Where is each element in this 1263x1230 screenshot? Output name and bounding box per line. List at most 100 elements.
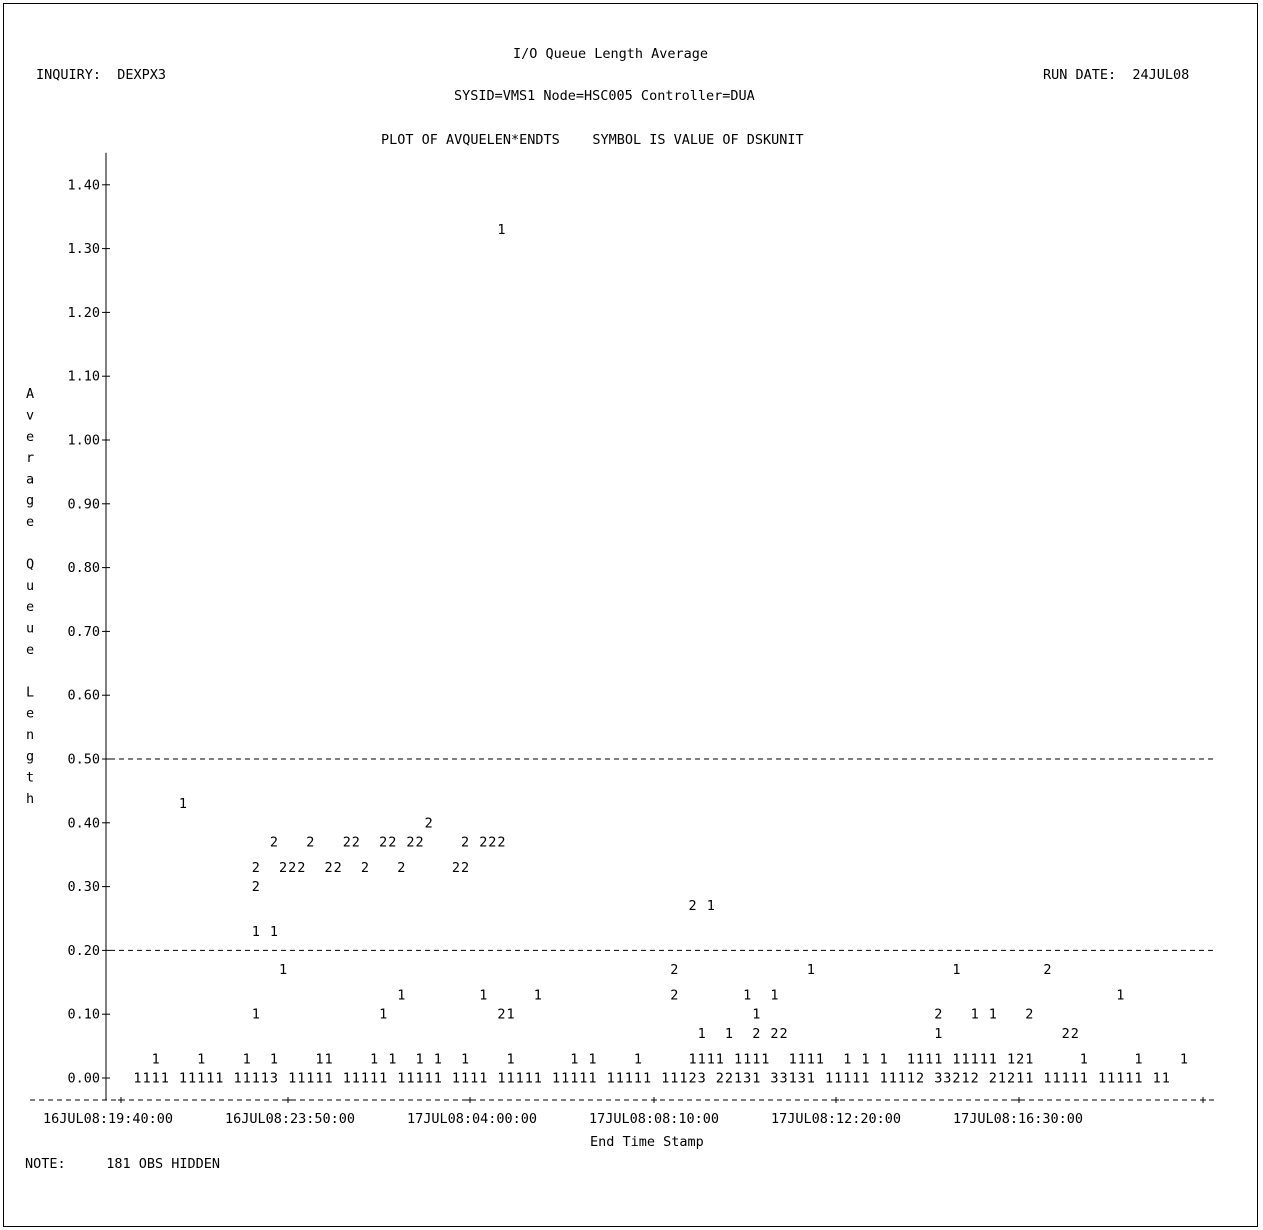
y-axis-title-letter: t xyxy=(26,770,34,786)
y-axis-title-letter: v xyxy=(26,408,34,424)
y-axis-title-letter: u xyxy=(26,578,34,594)
data-point-symbol: 1 xyxy=(634,1051,642,1067)
data-point-symbol: 1 xyxy=(388,1051,396,1067)
data-point-symbol: 1 xyxy=(643,1071,651,1087)
x-tick-label: 17JUL08:04:00:00 xyxy=(407,1111,537,1127)
data-point-symbol: 2 xyxy=(670,988,678,1004)
data-point-symbol: 1 xyxy=(252,924,260,940)
data-point-symbol: 2 xyxy=(497,1007,505,1023)
data-point-symbol: 2 xyxy=(689,1071,697,1087)
data-point-symbol: 1 xyxy=(1016,1071,1024,1087)
y-axis-title-letter: r xyxy=(26,450,34,466)
data-point-symbol: 1 xyxy=(1007,1051,1015,1067)
data-point-symbol: 1 xyxy=(379,1007,387,1023)
data-point-symbol: 1 xyxy=(962,1071,970,1087)
data-point-symbol: 1 xyxy=(998,1071,1006,1087)
data-point-symbol: 1 xyxy=(843,1071,851,1087)
data-point-symbol: 2 xyxy=(288,860,296,876)
data-point-symbol: 1 xyxy=(789,1071,797,1087)
y-tick-label: 0.70 xyxy=(67,624,100,640)
data-point-symbol: 1 xyxy=(1025,1051,1033,1067)
data-point-symbol: 1 xyxy=(534,988,542,1004)
data-point-symbol: 1 xyxy=(461,1051,469,1067)
data-point-symbol: 1 xyxy=(315,1071,323,1087)
data-point-symbol: 2 xyxy=(334,860,342,876)
data-point-symbol: 2 xyxy=(461,860,469,876)
data-point-symbol: 2 xyxy=(252,860,260,876)
data-point-symbol: 1 xyxy=(1107,1071,1115,1087)
y-axis-title-letter: g xyxy=(26,493,34,509)
data-point-symbol: 1 xyxy=(816,1051,824,1067)
y-axis-title-letter: A xyxy=(26,386,34,402)
data-point-symbol: 1 xyxy=(152,1051,160,1067)
y-tick-label: 1.30 xyxy=(67,241,100,257)
data-point-symbol: 1 xyxy=(743,1051,751,1067)
data-point-symbol: 2 xyxy=(497,834,505,850)
data-point-symbol: 1 xyxy=(989,1007,997,1023)
data-point-symbol: 2 xyxy=(297,860,305,876)
data-point-symbol: 1 xyxy=(343,1071,351,1087)
chart-subtitle: SYSID=VMS1 Node=HSC005 Controller=DUA xyxy=(454,88,755,104)
y-axis-title-letter: e xyxy=(26,642,34,658)
x-tick-label: 17JUL08:16:30:00 xyxy=(953,1111,1083,1127)
data-point-symbol: 1 xyxy=(143,1071,151,1087)
data-point-symbol: 1 xyxy=(479,988,487,1004)
data-point-symbol: 1 xyxy=(962,1051,970,1067)
data-point-symbol: 1 xyxy=(852,1071,860,1087)
data-point-symbol: 2 xyxy=(425,815,433,831)
data-point-symbol: 1 xyxy=(980,1051,988,1067)
data-point-symbol: 1 xyxy=(234,1071,242,1087)
data-point-symbol: 1 xyxy=(789,1051,797,1067)
data-point-symbol: 1 xyxy=(470,1071,478,1087)
data-point-symbol: 2 xyxy=(452,860,460,876)
data-point-symbol: 2 xyxy=(1025,1007,1033,1023)
data-point-symbol: 1 xyxy=(570,1051,578,1067)
data-point-symbol: 1 xyxy=(634,1071,642,1087)
data-point-symbol: 1 xyxy=(1116,1071,1124,1087)
data-point-symbol: 1 xyxy=(579,1071,587,1087)
data-point-symbol: 2 xyxy=(325,860,333,876)
data-point-symbol: 2 xyxy=(388,834,396,850)
data-point-symbol: 1 xyxy=(588,1051,596,1067)
data-point-symbol: 1 xyxy=(1125,1071,1133,1087)
data-point-symbol: 1 xyxy=(1162,1071,1170,1087)
y-axis-title-letter: e xyxy=(26,599,34,615)
y-axis-title-letter: h xyxy=(26,791,34,807)
data-point-symbol: 1 xyxy=(161,1071,169,1087)
x-axis-title: End Time Stamp xyxy=(590,1134,704,1150)
data-point-symbol: 1 xyxy=(716,1051,724,1067)
data-point-symbol: 1 xyxy=(507,1071,515,1087)
y-axis-title-letter: g xyxy=(26,748,34,764)
data-point-symbol: 2 xyxy=(306,834,314,850)
data-point-symbol: 2 xyxy=(379,834,387,850)
data-point-symbol: 1 xyxy=(761,1051,769,1067)
data-point-symbol: 2 xyxy=(488,834,496,850)
data-point-symbol: 1 xyxy=(507,1051,515,1067)
data-point-symbol: 1 xyxy=(725,1026,733,1042)
data-point-symbol: 1 xyxy=(743,988,751,1004)
data-point-symbol: 1 xyxy=(243,1071,251,1087)
x-tick-label: 17JUL08:12:20:00 xyxy=(771,1111,901,1127)
data-point-symbol: 3 xyxy=(698,1071,706,1087)
y-axis-title-letter: a xyxy=(26,471,34,487)
data-point-symbol: 1 xyxy=(479,1071,487,1087)
data-point-symbol: 2 xyxy=(770,1026,778,1042)
data-point-symbol: 1 xyxy=(952,962,960,978)
data-point-symbol: 1 xyxy=(661,1071,669,1087)
data-point-symbol: 1 xyxy=(616,1071,624,1087)
data-point-symbol: 1 xyxy=(625,1071,633,1087)
data-point-symbol: 1 xyxy=(179,796,187,812)
data-point-symbol: 2 xyxy=(1007,1071,1015,1087)
data-point-symbol: 1 xyxy=(1116,988,1124,1004)
data-point-symbol: 1 xyxy=(1043,1071,1051,1087)
data-point-symbol: 1 xyxy=(370,1071,378,1087)
data-point-symbol: 3 xyxy=(798,1071,806,1087)
data-point-symbol: 1 xyxy=(898,1071,906,1087)
data-point-symbol: 2 xyxy=(1016,1051,1024,1067)
data-point-symbol: 1 xyxy=(197,1051,205,1067)
data-point-symbol: 1 xyxy=(306,1071,314,1087)
data-point-symbol: 1 xyxy=(889,1071,897,1087)
data-point-symbol: 1 xyxy=(807,1051,815,1067)
data-point-symbol: 1 xyxy=(1080,1051,1088,1067)
x-tick-label: 17JUL08:08:10:00 xyxy=(589,1111,719,1127)
